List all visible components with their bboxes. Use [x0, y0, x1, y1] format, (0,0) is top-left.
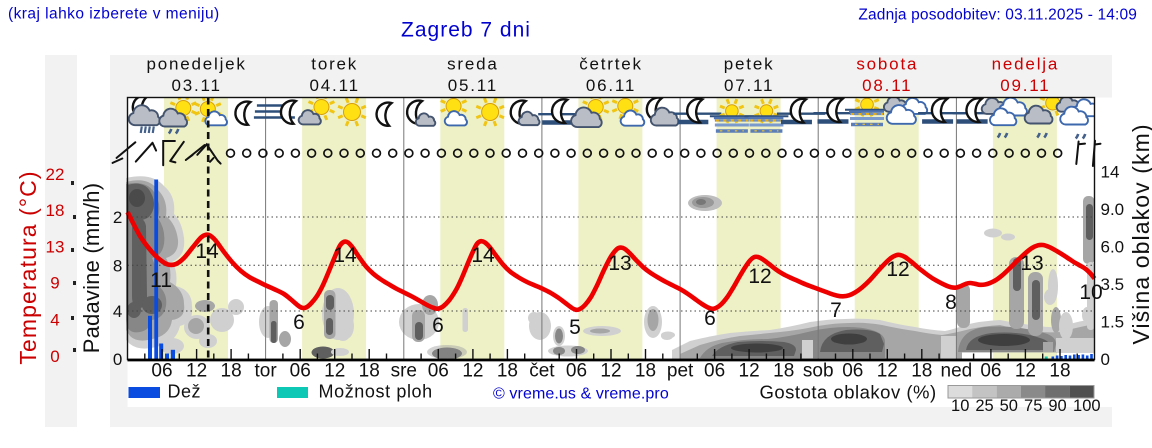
- svg-text:18: 18: [911, 361, 932, 382]
- svg-text:Višina oblakov (km): Višina oblakov (km): [1128, 123, 1152, 344]
- svg-text:Gostota oblakov (%): Gostota oblakov (%): [760, 382, 937, 403]
- svg-text:9: 9: [50, 274, 59, 293]
- svg-text:11: 11: [150, 269, 172, 292]
- svg-text:6.0: 6.0: [1101, 238, 1125, 257]
- svg-text:12: 12: [324, 361, 345, 382]
- svg-text:100: 100: [1073, 397, 1101, 415]
- svg-text:12: 12: [748, 265, 771, 288]
- svg-text:pet: pet: [667, 361, 694, 382]
- svg-text:06: 06: [704, 361, 725, 382]
- svg-text:3.5: 3.5: [1101, 275, 1125, 294]
- svg-text:75: 75: [1024, 397, 1042, 415]
- svg-text:09.11: 09.11: [1000, 76, 1050, 95]
- svg-text:10: 10: [951, 397, 969, 415]
- svg-text:četrtek: četrtek: [579, 55, 643, 74]
- svg-text:10: 10: [1079, 281, 1102, 304]
- svg-text:18: 18: [359, 361, 380, 382]
- svg-text:12: 12: [462, 361, 483, 382]
- svg-text:06: 06: [980, 361, 1001, 382]
- svg-text:12: 12: [877, 361, 898, 382]
- svg-text:6: 6: [704, 307, 716, 330]
- svg-text:03.11: 03.11: [171, 76, 221, 95]
- svg-text:7: 7: [830, 299, 842, 322]
- svg-text:13: 13: [608, 252, 631, 275]
- svg-text:04.11: 04.11: [310, 76, 360, 95]
- svg-text:06: 06: [428, 361, 449, 382]
- svg-text:12: 12: [186, 361, 207, 382]
- svg-text:90: 90: [1048, 397, 1066, 415]
- svg-text:© vreme.us & vreme.pro: © vreme.us & vreme.pro: [493, 386, 669, 403]
- svg-text:12: 12: [1015, 361, 1036, 382]
- svg-text:4: 4: [50, 311, 59, 330]
- svg-text:(kraj lahko izberete v meniju): (kraj lahko izberete v meniju): [8, 6, 220, 23]
- svg-text:nedelja: nedelja: [992, 55, 1059, 74]
- svg-text:1.5: 1.5: [1101, 313, 1125, 332]
- svg-text:ponedeljek: ponedeljek: [146, 55, 246, 74]
- svg-text:0: 0: [50, 347, 59, 366]
- svg-text:07.11: 07.11: [724, 76, 774, 95]
- svg-text:06: 06: [290, 361, 311, 382]
- svg-text:06.11: 06.11: [586, 76, 636, 95]
- svg-text:12: 12: [886, 258, 909, 281]
- svg-text:Zagreb 7 dni: Zagreb 7 dni: [401, 19, 531, 42]
- svg-text:6: 6: [293, 311, 305, 334]
- svg-text:sre: sre: [391, 361, 417, 382]
- svg-text:06: 06: [842, 361, 863, 382]
- svg-text:5: 5: [569, 316, 581, 339]
- svg-text:50: 50: [1000, 397, 1018, 415]
- svg-text:9.0: 9.0: [1101, 200, 1125, 219]
- svg-text:14: 14: [1101, 163, 1120, 182]
- svg-text:14: 14: [333, 244, 357, 267]
- svg-text:12: 12: [600, 361, 621, 382]
- svg-text:Zadnja posodobitev: 03.11.2025: Zadnja posodobitev: 03.11.2025 - 14:09: [858, 7, 1137, 24]
- svg-text:Padavine (mm/h): Padavine (mm/h): [79, 183, 104, 354]
- svg-text:18: 18: [221, 361, 242, 382]
- svg-text:13: 13: [1020, 252, 1043, 275]
- svg-text:2: 2: [113, 208, 122, 227]
- svg-text:22: 22: [46, 165, 65, 184]
- svg-text:tor: tor: [255, 361, 278, 382]
- svg-text:6: 6: [432, 314, 444, 337]
- svg-text:14: 14: [471, 244, 495, 267]
- svg-text:0: 0: [113, 350, 122, 369]
- svg-text:18: 18: [635, 361, 656, 382]
- svg-text:25: 25: [975, 397, 993, 415]
- svg-text:Dež: Dež: [168, 382, 202, 402]
- svg-text:torek: torek: [311, 55, 358, 74]
- svg-text:Temperatura (°C): Temperatura (°C): [15, 170, 41, 364]
- svg-text:8: 8: [113, 257, 122, 276]
- svg-text:18: 18: [773, 361, 794, 382]
- svg-text:18: 18: [46, 201, 65, 220]
- svg-text:12: 12: [739, 361, 760, 382]
- svg-text:06: 06: [566, 361, 587, 382]
- svg-text:sreda: sreda: [447, 55, 499, 74]
- svg-text:05.11: 05.11: [448, 76, 498, 95]
- svg-text:08.11: 08.11: [862, 76, 912, 95]
- svg-text:13: 13: [46, 238, 65, 257]
- svg-text:Možnost ploh: Možnost ploh: [319, 382, 433, 402]
- svg-text:sobota: sobota: [856, 55, 918, 74]
- svg-text:0: 0: [1101, 350, 1110, 369]
- svg-text:sob: sob: [803, 361, 834, 382]
- svg-text:18: 18: [1049, 361, 1070, 382]
- svg-text:ned: ned: [941, 361, 973, 382]
- svg-text:8: 8: [945, 291, 957, 314]
- svg-text:06: 06: [151, 361, 172, 382]
- svg-text:petek: petek: [724, 55, 775, 74]
- svg-text:čet: čet: [529, 361, 555, 382]
- svg-text:4: 4: [113, 302, 122, 321]
- svg-text:18: 18: [497, 361, 518, 382]
